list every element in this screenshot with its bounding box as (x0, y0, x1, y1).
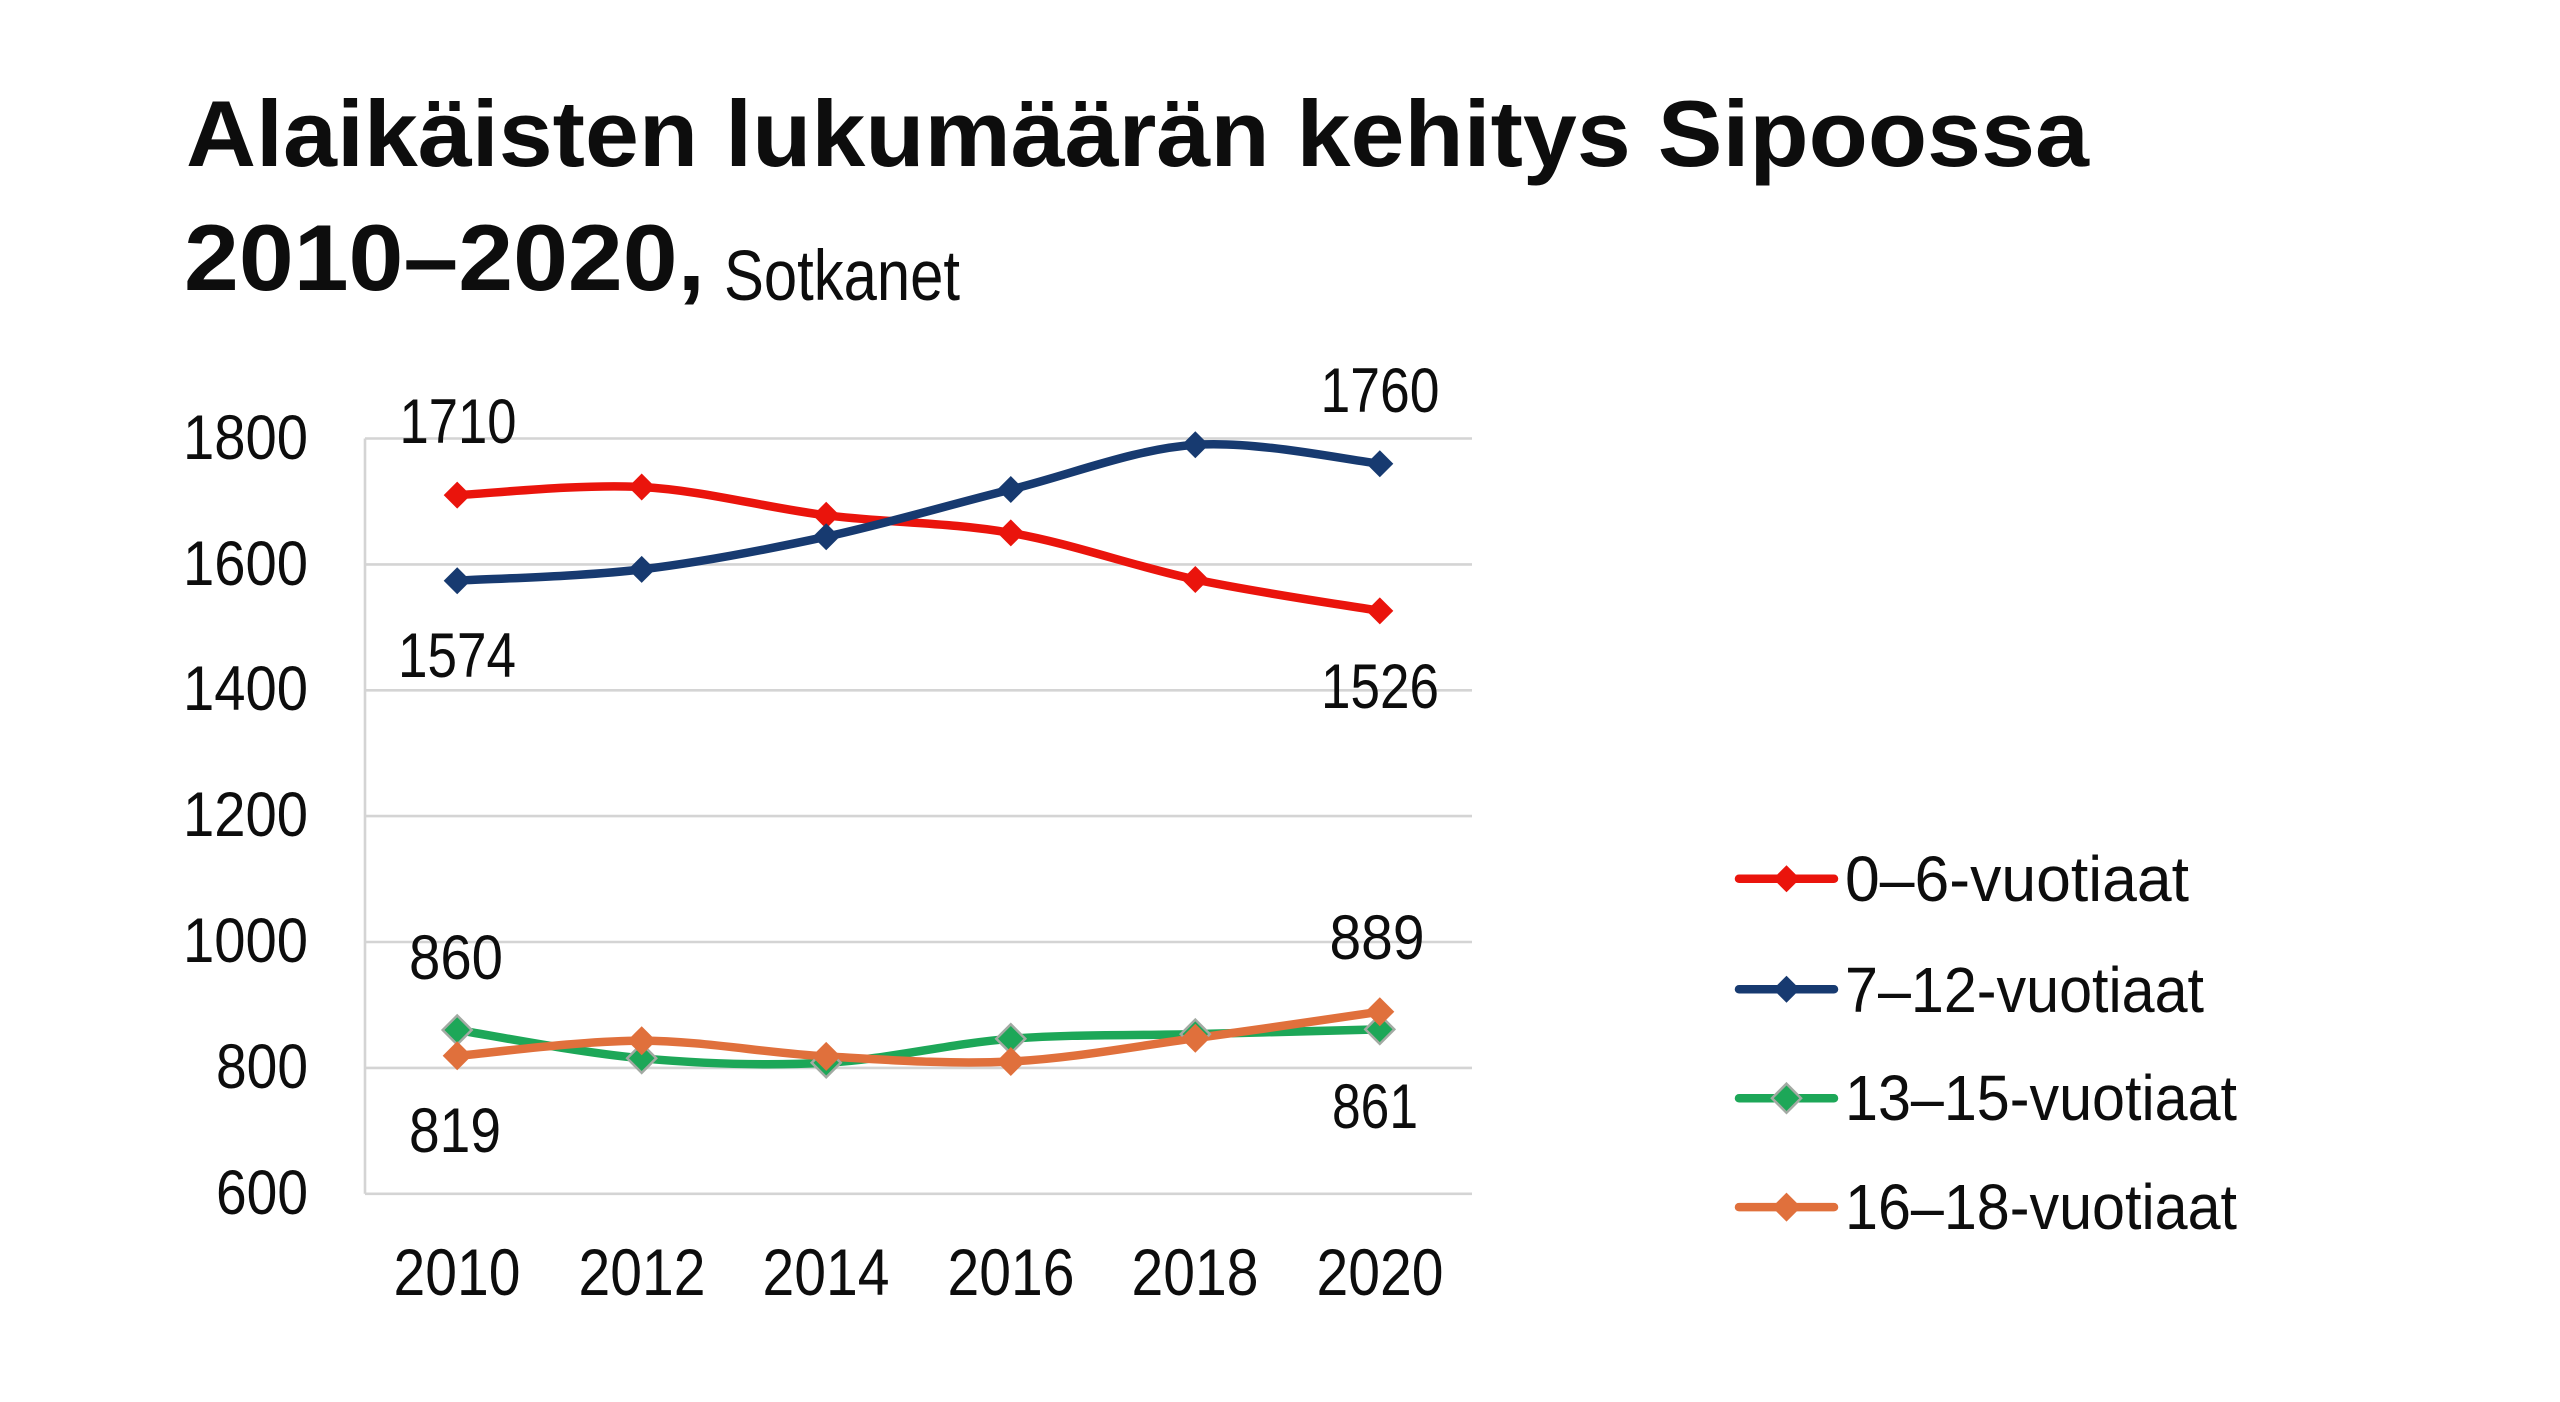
svg-text:2018: 2018 (1132, 1235, 1259, 1309)
svg-text:0–6-vuotiaat: 0–6-vuotiaat (1845, 843, 2189, 915)
svg-text:2012: 2012 (579, 1235, 706, 1309)
svg-text:1200: 1200 (183, 780, 308, 850)
svg-text:1760: 1760 (1321, 356, 1440, 426)
svg-text:7–12-vuotiaat: 7–12-vuotiaat (1845, 954, 2204, 1026)
svg-text:13–15-vuotiaat: 13–15-vuotiaat (1845, 1062, 2237, 1134)
svg-text:2014: 2014 (763, 1235, 890, 1309)
svg-text:1600: 1600 (183, 529, 308, 599)
svg-text:861: 861 (1332, 1072, 1418, 1142)
svg-text:16–18-vuotiaat: 16–18-vuotiaat (1845, 1171, 2237, 1243)
svg-text:Sotkanet: Sotkanet (724, 237, 960, 316)
svg-text:600: 600 (216, 1158, 308, 1228)
svg-text:1710: 1710 (400, 387, 517, 457)
svg-text:800: 800 (216, 1032, 308, 1102)
svg-text:819: 819 (409, 1096, 501, 1166)
svg-text:1800: 1800 (183, 403, 308, 473)
svg-text:2010: 2010 (394, 1235, 521, 1309)
svg-text:1400: 1400 (183, 654, 308, 724)
svg-text:860: 860 (409, 923, 503, 993)
svg-text:1000: 1000 (183, 906, 308, 976)
svg-text:Alaikäisten lukumäärän kehitys: Alaikäisten lukumäärän kehitys Sipoossa (186, 81, 2090, 186)
svg-text:1574: 1574 (398, 621, 516, 691)
svg-text:2010–2020,: 2010–2020, (184, 205, 705, 310)
svg-text:2020: 2020 (1317, 1235, 1444, 1309)
svg-text:1526: 1526 (1321, 652, 1439, 722)
svg-text:889: 889 (1330, 903, 1425, 973)
svg-text:2016: 2016 (948, 1235, 1075, 1309)
